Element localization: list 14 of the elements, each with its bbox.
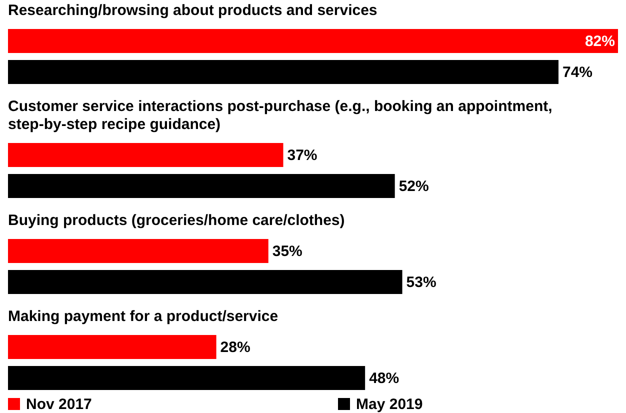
y-tick-label: Researching/browsing about products and services — [8, 2, 378, 19]
data-label: 35% — [272, 243, 302, 260]
legend-label: Nov 2017 — [26, 396, 92, 413]
legend-label: May 2019 — [356, 396, 423, 413]
data-label: 48% — [369, 370, 400, 387]
data-label: 28% — [220, 339, 250, 356]
y-tick-label: Making payment for a product/service — [8, 308, 278, 325]
data-label: 53% — [406, 274, 436, 291]
data-label: 37% — [287, 147, 318, 164]
data-label: 52% — [398, 178, 429, 195]
data-label: 82% — [584, 33, 615, 50]
data-label: 74% — [562, 64, 593, 81]
y-tick-label: Buying products (groceries/home care/clothes) — [8, 212, 345, 229]
y-tick-label: Customer service interactions post-purchase (e.g., booking an appointment, step-by-step recipe guidance) — [8, 98, 552, 133]
